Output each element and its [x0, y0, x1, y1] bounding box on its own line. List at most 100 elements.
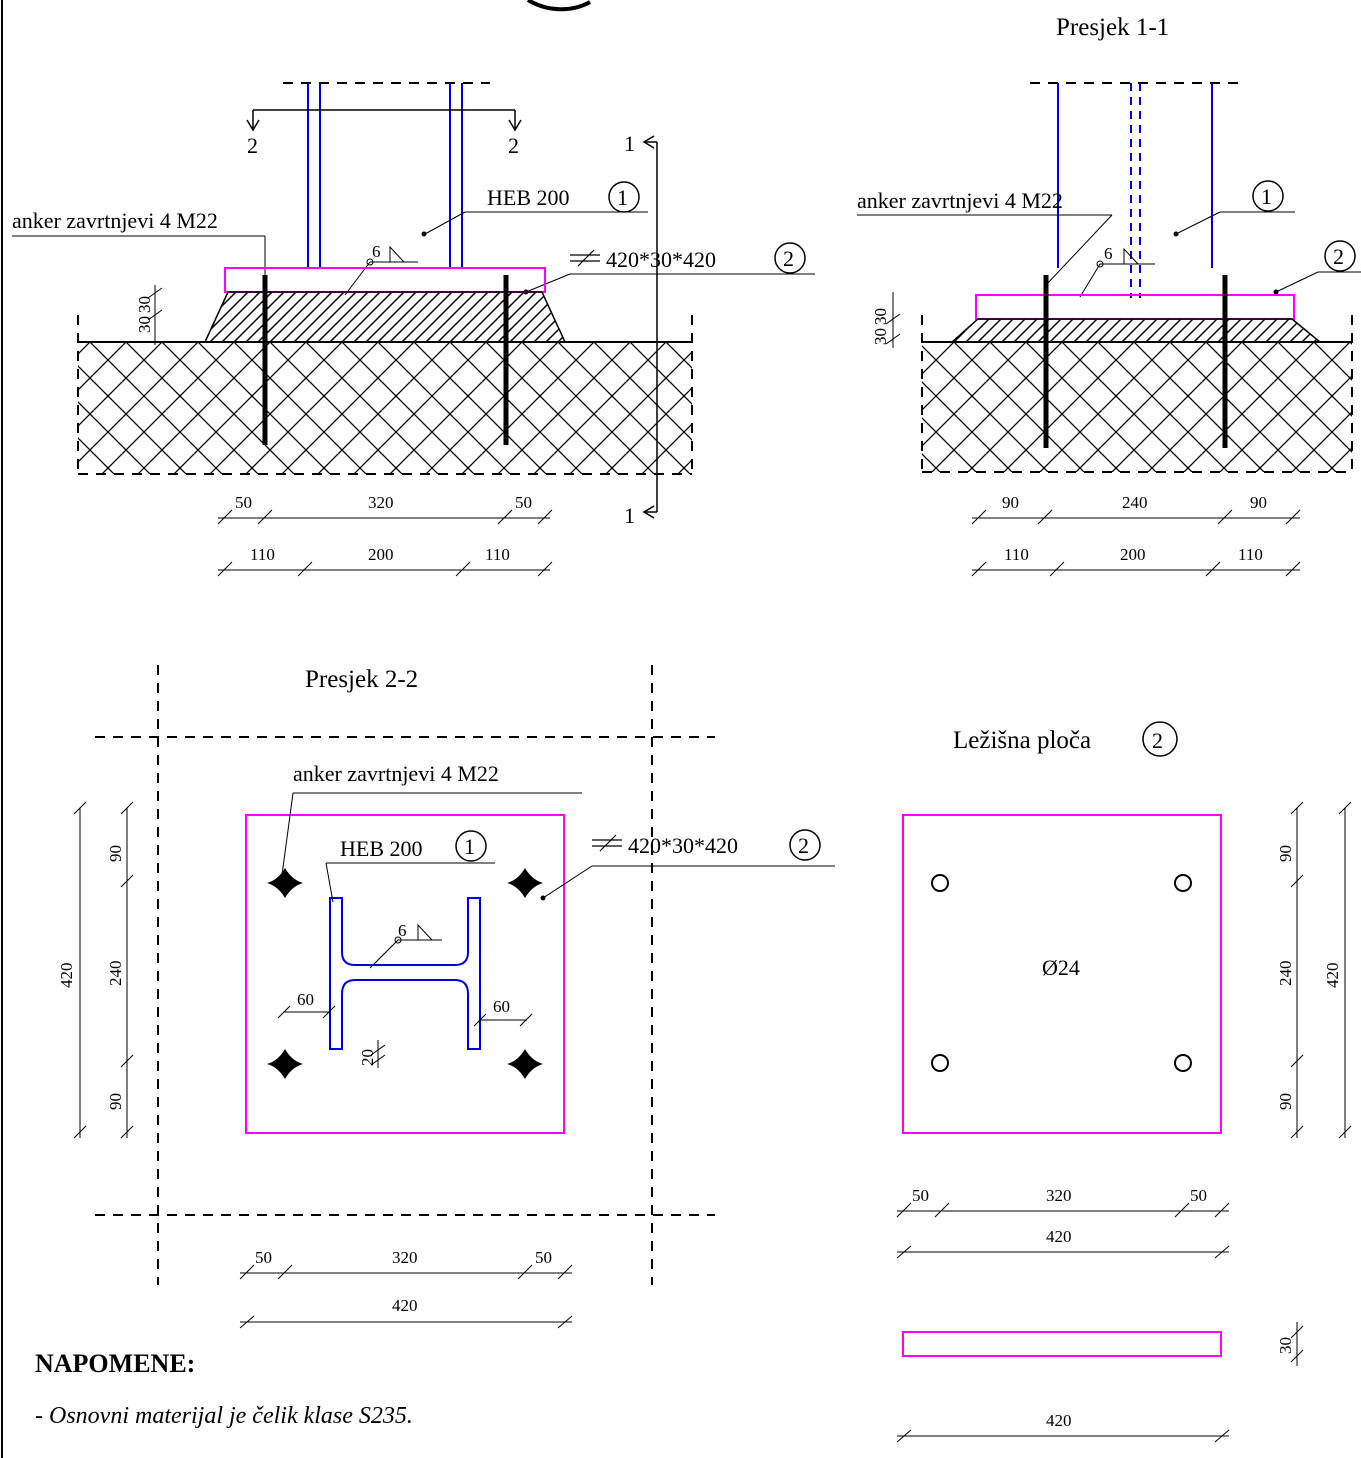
- plate-dim-vert-b: 240: [1276, 961, 1295, 987]
- plate-detail-mark: 2: [1152, 728, 1163, 753]
- dim-row1-b: 320: [368, 493, 394, 512]
- concrete-foundation-1-1: [922, 342, 1352, 472]
- dim-row1-c-2-2: 50: [535, 1248, 552, 1267]
- dim-flange-right: 60: [493, 997, 510, 1016]
- view-section-1-1: Presjek 1-1 anker zavrtnjevi 4 M22 1 2 6: [857, 14, 1361, 577]
- weld-symbol-1-1: 6: [1079, 244, 1155, 298]
- plate-dim-row2: 420: [1046, 1227, 1072, 1246]
- dim-row-1-1-1: 90 240 90: [971, 493, 1301, 525]
- section-2-right-label: 2: [508, 133, 519, 158]
- dim-row-2: 110 200 110: [217, 545, 553, 577]
- dim-gap: 20: [358, 1049, 377, 1066]
- weld-size-2-2: 6: [398, 921, 407, 940]
- plate-mark: 2: [783, 246, 794, 271]
- grout-layer: [203, 291, 567, 343]
- anchor-bolt-plan-symbols: [267, 868, 543, 1079]
- dim-row2-c-1-1: 110: [1238, 545, 1263, 564]
- plate-dim-row1-c: 50: [1190, 1186, 1207, 1205]
- horizontal-dimensions-2-2: 50 320 50 420: [239, 1248, 573, 1329]
- plate-length: 420: [1046, 1411, 1072, 1430]
- horizontal-dimensions-plate: 50 320 50 420: [896, 1186, 1230, 1259]
- concrete-foundation: [78, 342, 692, 474]
- anchor-label-2-2: anker zavrtnjevi 4 M22: [293, 761, 499, 786]
- dim-vert-outer: 420: [57, 963, 76, 989]
- plate-label: 420*30*420: [606, 247, 716, 272]
- section-2-left-label: 2: [247, 133, 258, 158]
- anchor-label: anker zavrtnjevi 4 M22: [12, 208, 218, 233]
- section-2-marker: 2 2: [246, 109, 522, 158]
- plate-length-dimension: 420: [896, 1411, 1230, 1443]
- section-1-1-title: Presjek 1-1: [1056, 14, 1169, 41]
- dim-row2-b: 200: [368, 545, 394, 564]
- plate-outline: [902, 814, 1222, 1134]
- vertical-dimensions-plate: 90 240 90 420: [1276, 801, 1352, 1139]
- dim-row1-c-1-1: 90: [1250, 493, 1267, 512]
- dim-grout: 30: [135, 316, 154, 333]
- dim-grout-1-1: 30: [871, 328, 890, 345]
- dim-row2-a: 110: [250, 545, 275, 564]
- heb-profile-plan: [329, 897, 481, 1050]
- dim-row-1: 50 320 50: [217, 493, 553, 525]
- section-1-top-label: 1: [624, 131, 635, 156]
- weld-symbol-2-2: 6: [369, 921, 442, 969]
- plate-dim-vert-c: 90: [1276, 1093, 1295, 1110]
- grout-layer-1-1: [950, 318, 1323, 343]
- plate-dim-row1-a: 50: [912, 1186, 929, 1205]
- dim-row2-c: 110: [485, 545, 510, 564]
- note-item-1: - Osnovni materijal je čelik klase S235.: [35, 1403, 413, 1429]
- profile-mark: 1: [617, 185, 628, 210]
- dim-row1-c: 50: [515, 493, 532, 512]
- dim-row-2-1-1: 110 200 110: [971, 545, 1301, 577]
- base-plate-plan: [245, 814, 565, 1134]
- dim-row2-b-1-1: 200: [1120, 545, 1146, 564]
- view-base-plate: Ležišna ploča 2 Ø24 90 240 90 420: [896, 721, 1352, 1443]
- dim-plate-1-1: 30: [871, 308, 890, 325]
- weld-size: 6: [372, 242, 381, 261]
- plate-dim-row1-b: 320: [1046, 1186, 1072, 1205]
- notes-block: NAPOMENE: - Osnovni materijal je čelik k…: [35, 1349, 413, 1429]
- section-2-2-title: Presjek 2-2: [305, 666, 418, 693]
- dim-row1-b-2-2: 320: [392, 1248, 418, 1267]
- profile-mark-2-2: 1: [464, 834, 475, 859]
- view-elevation: 2 2 1 1 HEB 200 1 anker zavrtnjevi 4 M22…: [12, 82, 815, 577]
- dim-row1-a: 50: [235, 493, 252, 512]
- dim-row2-2-2: 420: [392, 1296, 418, 1315]
- dim-plate: 30: [135, 296, 154, 313]
- dim-vert-inner-b: 240: [106, 961, 125, 987]
- plate-spec-label: 420*30*420 2: [523, 242, 815, 295]
- anchor-label-1-1: anker zavrtnjevi 4 M22: [857, 188, 1063, 213]
- base-plate: [224, 267, 546, 293]
- view-section-2-2: Presjek 2-2 anker zavrtnjevi 4 M22 HEB 2…: [57, 665, 835, 1329]
- dim-row1-b-1-1: 240: [1122, 493, 1148, 512]
- profile-label: HEB 200: [487, 185, 570, 210]
- plate-dim-vert-a: 90: [1276, 845, 1295, 862]
- plate-mark-2-2: 2: [798, 833, 809, 858]
- plate-thickness: 30: [1276, 1337, 1295, 1354]
- plate-side-view: [902, 1331, 1222, 1357]
- hole-diameter: Ø24: [1042, 955, 1080, 980]
- flange-dimensions: 60 60 20: [277, 990, 533, 1068]
- plate-spec-label-2-2: 420*30*420 2: [540, 829, 835, 901]
- plate-mark-1-1: 2: [1333, 244, 1344, 269]
- plate-holes: [931, 874, 1192, 1072]
- profile-mark-1-1: 1: [1261, 184, 1272, 209]
- dim-row1-a-1-1: 90: [1002, 493, 1019, 512]
- grout-dimension: 30 30: [135, 285, 163, 345]
- notes-heading: NAPOMENE:: [35, 1349, 195, 1378]
- dim-row2-a-1-1: 110: [1004, 545, 1029, 564]
- plate-dim-vert-outer: 420: [1323, 963, 1342, 989]
- base-plate-1-1: [975, 294, 1295, 320]
- plate-detail-title: Ležišna ploča: [953, 727, 1091, 754]
- dim-vert-inner-c: 90: [106, 1093, 125, 1110]
- column-hea-profile: [307, 83, 463, 268]
- dim-row1-a-2-2: 50: [255, 1248, 272, 1267]
- vertical-dimensions-2-2: 420 90 240 90: [57, 801, 134, 1139]
- plate-label-2-2: 420*30*420: [628, 833, 738, 858]
- dim-flange-left: 60: [297, 990, 314, 1009]
- sheet-title-fragment: [526, 0, 591, 12]
- grout-dimension-1-1: 30 30: [871, 292, 901, 348]
- plate-thickness-dimension: 30: [1276, 1322, 1304, 1366]
- weld-size-1-1: 6: [1104, 244, 1113, 263]
- dim-vert-inner-a: 90: [106, 845, 125, 862]
